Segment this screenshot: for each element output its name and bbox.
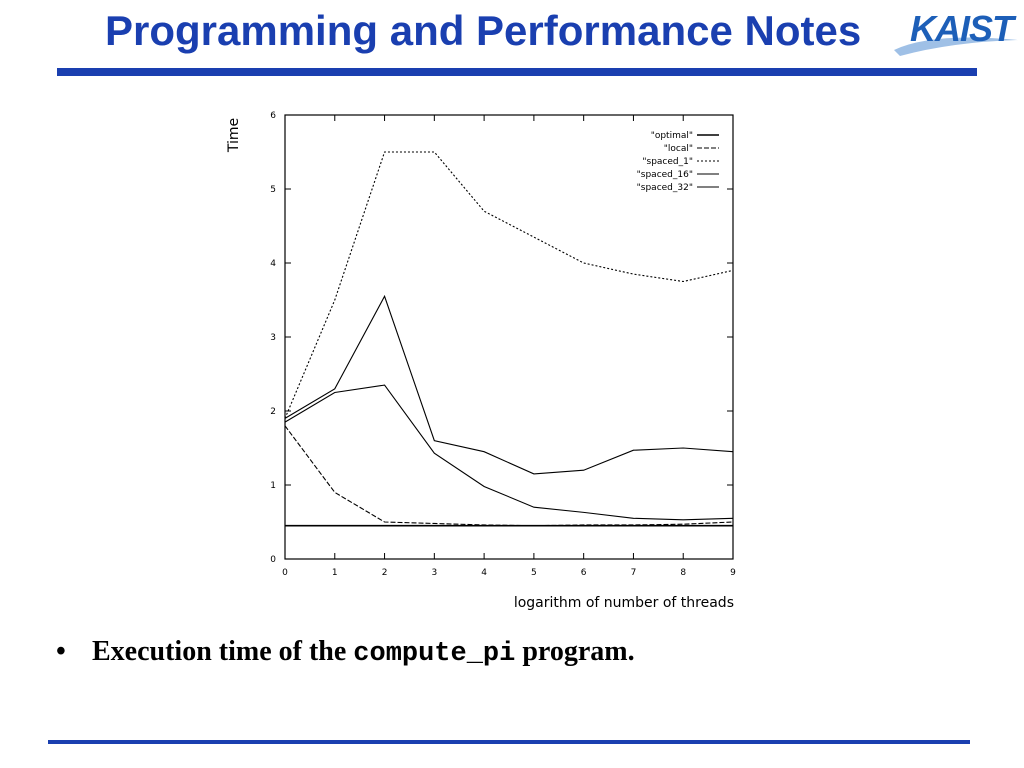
- x-tick-label: 9: [730, 568, 736, 578]
- series-line-spaced_16: [284, 294, 734, 475]
- plot-frame: [284, 114, 734, 560]
- x-axis-label: logarithm of number of threads: [514, 595, 734, 611]
- x-tick-label: 6: [581, 568, 587, 578]
- series-line-spaced_1: [284, 151, 734, 419]
- y-tick-label: 0: [270, 555, 276, 565]
- caption-suffix: program.: [522, 636, 635, 667]
- logo-swoosh: [894, 37, 1018, 56]
- x-tick-label: 7: [631, 568, 637, 578]
- caption-code: compute_pi: [353, 639, 516, 669]
- legend-label: "spaced_16": [637, 170, 693, 180]
- series-line-spaced_32: [284, 384, 734, 521]
- x-tick-label: 0: [282, 568, 288, 578]
- caption-prefix: Execution time of the: [92, 636, 347, 667]
- y-tick-label: 5: [270, 185, 276, 195]
- footer-rule: [48, 740, 970, 744]
- x-tick-label: 2: [382, 568, 388, 578]
- legend-label: "spaced_32": [637, 183, 693, 193]
- execution-time-chart: Time logarithm of number of threads 0 1 2 3…: [226, 111, 736, 611]
- y-tick-label: 3: [270, 333, 276, 343]
- x-tick-label: 8: [680, 568, 686, 578]
- kaist-logo: KAIST: [888, 0, 1024, 62]
- y-tick-label: 1: [270, 481, 276, 491]
- x-tick-label: 5: [531, 568, 537, 578]
- logo-text: KAIST: [910, 8, 1014, 49]
- title-underline: [57, 68, 977, 76]
- x-tick-label: 4: [481, 568, 487, 578]
- legend-label: "spaced_1": [642, 157, 693, 167]
- legend-label: "optimal": [651, 131, 693, 141]
- bullet-symbol: •: [56, 636, 66, 667]
- caption-bullet: • Execution time of the compute_pi progra…: [56, 636, 635, 669]
- legend-label: "local": [664, 144, 693, 154]
- y-tick-label: 6: [270, 111, 276, 121]
- series-line-local: [284, 425, 734, 527]
- x-tick-label: 1: [332, 568, 338, 578]
- slide-title: Programming and Performance Notes: [105, 7, 862, 54]
- y-axis-label: Time: [226, 118, 242, 153]
- y-tick-label: 4: [270, 259, 276, 269]
- chart-container: Time logarithm of number of threads 0 1 2 3…: [210, 100, 770, 625]
- x-tick-label: 3: [431, 568, 437, 578]
- y-tick-label: 2: [270, 407, 276, 417]
